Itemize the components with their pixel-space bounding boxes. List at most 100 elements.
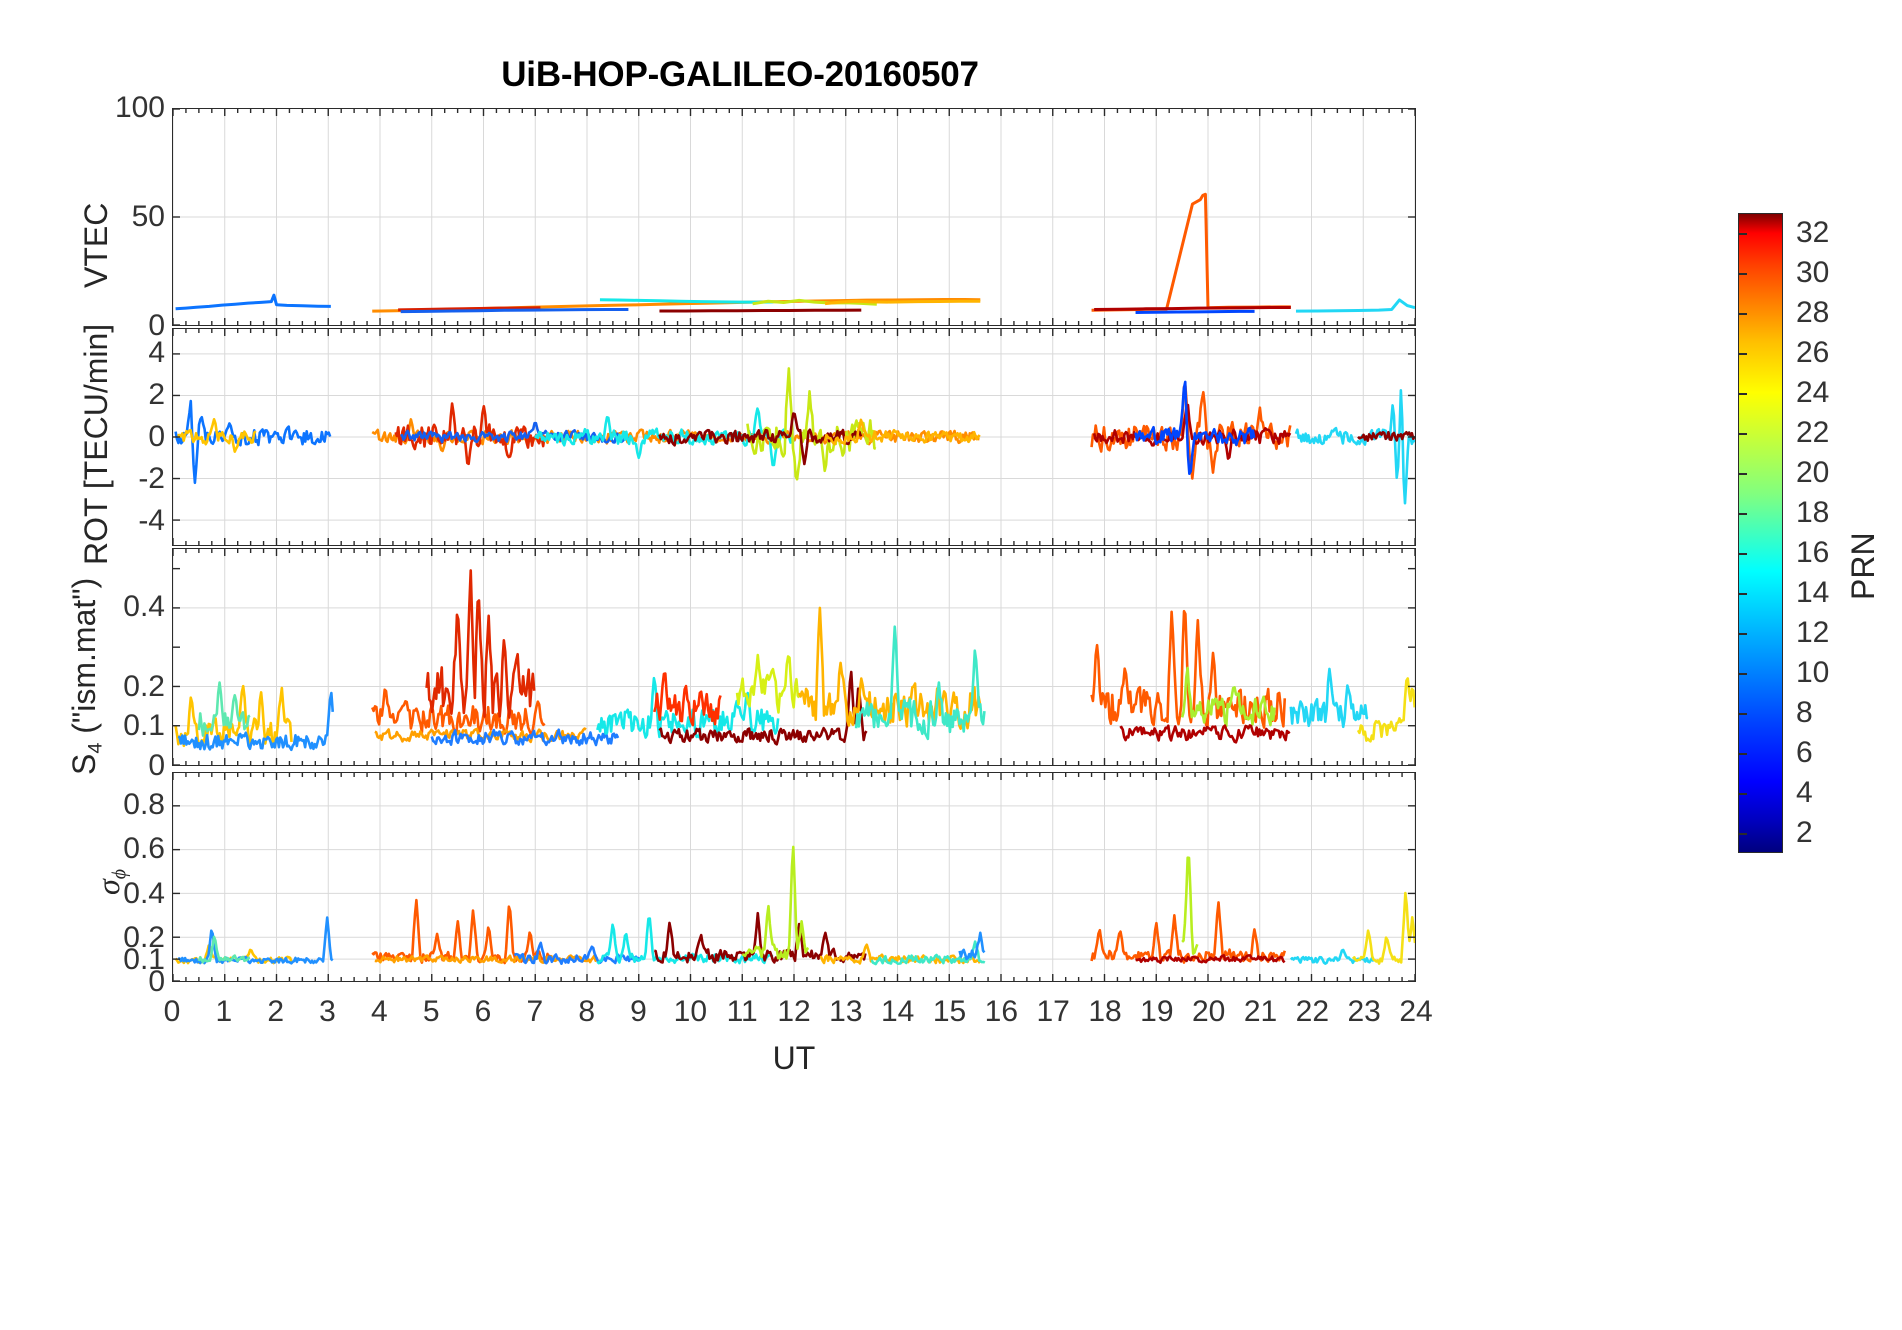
series-prn-32: [658, 670, 868, 746]
colorbar-tick-label: 30: [1796, 256, 1830, 289]
x-tick-label: 19: [1140, 995, 1174, 1028]
x-axis-ticks: 0 1 2 3 4 5 6 7 8 9 10 11 12 13 14 15 16 17 18 19 20 21 22 23 24: [164, 995, 1433, 1035]
vtec-yticks: 0 50 100: [95, 91, 165, 342]
y-tick-label: 0.6: [123, 832, 165, 866]
x-tick-label: 8: [578, 995, 595, 1028]
series-prn-6: [400, 307, 629, 314]
series-prn-8: [175, 293, 331, 311]
x-tick-label: 14: [880, 995, 915, 1028]
x-tick-label: 22: [1295, 995, 1330, 1028]
series-prn-26: [1090, 609, 1287, 729]
x-tick-label: 7: [526, 995, 544, 1028]
colorbar-tick-label: 8: [1796, 696, 1813, 729]
colorbar-tick-label: 24: [1796, 376, 1830, 409]
y-tick-label: 0.2: [123, 669, 165, 703]
colorbar-tick-mark: [1738, 433, 1747, 435]
colorbar-tick-mark: [1738, 633, 1747, 635]
panel-sigma: [172, 772, 1416, 982]
colorbar-tick-label: 16: [1796, 536, 1830, 569]
series-prn-27: [425, 569, 536, 719]
colorbar-tick-label: 14: [1796, 576, 1830, 609]
y-tick-label: 4: [148, 336, 165, 370]
series-prn-18: [1181, 856, 1199, 955]
panel-s4: [172, 548, 1416, 766]
series-prn-32: [1357, 430, 1415, 442]
series-prn-6: [958, 931, 986, 961]
colorbar-tick-label: 28: [1796, 296, 1830, 329]
y-tick-label: 0.8: [123, 788, 165, 822]
colorbar-tick-mark: [1738, 393, 1747, 395]
colorbar-tick-label: 12: [1796, 616, 1830, 649]
series-prn-21: [823, 418, 981, 446]
series-prn-11: [1294, 388, 1415, 505]
x-tick-label: 21: [1243, 995, 1278, 1028]
x-tick-label: 1: [215, 995, 233, 1028]
colorbar-tick-mark: [1738, 513, 1747, 515]
series-prn-27: [398, 306, 541, 312]
series-prn-32: [659, 308, 862, 313]
colorbar-tick-mark: [1738, 753, 1747, 755]
series-prn-19: [752, 298, 877, 306]
series-prn-30: [1119, 724, 1291, 744]
series-prn-27: [394, 402, 546, 466]
colorbar-tick-label: 4: [1796, 776, 1813, 809]
series-prn-30: [1135, 954, 1286, 965]
series-prn-20: [1351, 891, 1415, 965]
s4-yticks: 0 0.1 0.2 0.4: [95, 548, 165, 782]
x-tick-label: 6: [474, 995, 492, 1028]
x-tick-label: 5: [422, 995, 440, 1028]
x-tick-label: 2: [267, 995, 284, 1028]
series-prn-26: [1091, 192, 1291, 312]
colorbar-tick-label: 22: [1796, 416, 1830, 449]
x-tick-label: 12: [777, 995, 811, 1028]
series-prn-26: [1090, 901, 1287, 964]
x-tick-label: 20: [1191, 995, 1226, 1028]
x-tick-label: 23: [1347, 995, 1381, 1028]
x-tick-label: 17: [1036, 995, 1070, 1028]
y-tick-label: 0.1: [123, 942, 165, 976]
series-prn-30: [1092, 403, 1292, 460]
rot-axis-label: ROT [TECU/min]: [78, 323, 114, 565]
series-prn-14: [870, 940, 986, 966]
series-prn-4: [1134, 380, 1256, 476]
series-prn-15: [197, 935, 251, 964]
series-prn-12: [599, 298, 774, 304]
series-prn-21: [819, 943, 982, 965]
sigma-axis-label: σϕ: [90, 868, 131, 895]
series-prn-6: [430, 728, 620, 747]
series-prn-19: [735, 653, 801, 714]
series-prn-19: [746, 367, 877, 481]
colorbar-tick-mark: [1738, 473, 1747, 475]
x-tick-label: 15: [932, 995, 967, 1028]
x-tick-label: 4: [370, 995, 388, 1028]
series-prn-4: [1135, 309, 1255, 314]
series-prn-18: [1180, 666, 1276, 728]
colorbar-tick-mark: [1738, 673, 1747, 675]
y-tick-label: 0: [148, 749, 165, 782]
colorbar[interactable]: [1738, 213, 1783, 853]
series-prn-30: [1094, 306, 1291, 311]
x-tick-label: 18: [1088, 995, 1122, 1028]
x-tick-label: 3: [319, 995, 336, 1028]
series-prn-20: [1356, 677, 1415, 743]
colorbar-tick-mark: [1738, 553, 1747, 555]
colorbar-tick-mark: [1738, 313, 1747, 315]
colorbar-tick-mark: [1738, 233, 1747, 235]
colorbar-tick-label: 6: [1796, 736, 1813, 769]
panel-vtec: [172, 108, 1416, 326]
x-tick-label: 0: [163, 995, 181, 1028]
colorbar-tick-mark: [1738, 713, 1747, 715]
y-tick-label: 100: [114, 91, 165, 124]
series-prn-22: [174, 684, 293, 748]
colorbar-tick-label: 26: [1796, 336, 1830, 369]
colorbar-tick-mark: [1738, 833, 1747, 835]
x-tick-label: 9: [630, 995, 647, 1028]
series-prn-15: [197, 681, 251, 737]
y-tick-label: 0: [148, 309, 165, 342]
series-prn-11: [1289, 667, 1369, 729]
series-prn-26: [371, 688, 546, 736]
colorbar-tick-mark: [1738, 273, 1747, 275]
colorbar-tick-label: 18: [1796, 496, 1830, 529]
series-prn-19: [741, 845, 810, 960]
